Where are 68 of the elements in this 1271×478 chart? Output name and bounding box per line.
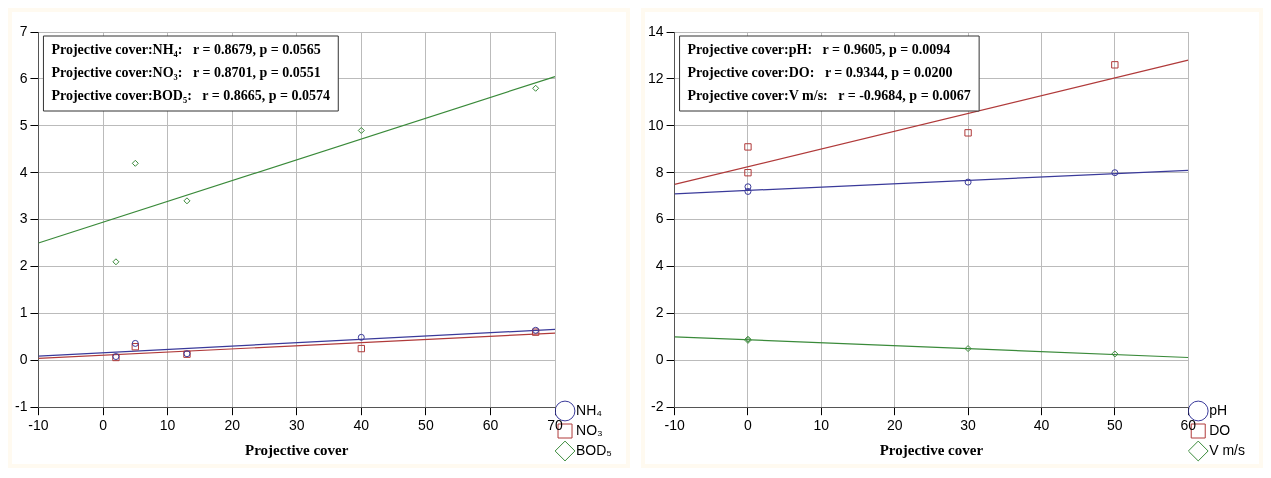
y-tick-label: 12: [647, 69, 664, 86]
y-tick-label: 1: [19, 304, 28, 321]
legend-label: pH: [1209, 401, 1228, 418]
point: [964, 178, 972, 186]
y-tick-label: 14: [647, 22, 664, 39]
legend-label: V m/s: [1209, 441, 1245, 458]
point: [183, 197, 191, 205]
y-tick-label: 3: [19, 210, 28, 227]
point: [112, 258, 120, 266]
y-tick-label: 6: [19, 69, 28, 86]
x-tick-label: 0: [99, 417, 108, 434]
legend-label: NH₄: [576, 401, 603, 418]
point: [1111, 350, 1119, 358]
point: [1111, 169, 1119, 177]
y-tick-label: 10: [647, 116, 664, 133]
y-tick-label: 4: [19, 163, 28, 180]
x-tick-label: 60: [1180, 417, 1197, 434]
y-tick-label: 5: [19, 116, 28, 133]
y-tick-label: 2: [655, 304, 664, 321]
y-tick-label: 0: [655, 351, 664, 368]
point: [1111, 61, 1119, 69]
x-tick-label: 10: [159, 417, 176, 434]
point: [964, 129, 972, 137]
y-tick-label: 4: [655, 257, 664, 274]
x-tick-label: 40: [353, 417, 370, 434]
x-axis-title: Projective cover: [245, 441, 349, 458]
point: [744, 169, 752, 177]
legend-label: DO: [1209, 421, 1231, 438]
x-tick-label: 60: [482, 417, 499, 434]
point: [131, 343, 139, 351]
x-tick-label: 20: [886, 417, 903, 434]
annotation: Projective cover:NH₄: r = 0.8679, p = 0.0565: [51, 42, 321, 58]
point: [131, 159, 139, 167]
x-tick-label: 10: [813, 417, 830, 434]
x-tick-label: -10: [28, 417, 49, 434]
y-tick-label: -2: [651, 398, 664, 415]
y-tick-label: 7: [19, 22, 28, 39]
y-tick-label: 8: [655, 163, 664, 180]
x-tick-label: 30: [960, 417, 977, 434]
legend-label: BOD₅: [576, 441, 613, 458]
annotation: Projective cover:V m/s: r = -0.9684, p = 0.0067: [687, 88, 971, 104]
point: [964, 345, 972, 353]
annotation: Projective cover:DO: r = 0.9344, p = 0.0200: [687, 65, 953, 81]
point: [744, 187, 752, 195]
point: [532, 84, 540, 92]
x-tick-label: 50: [1107, 417, 1123, 434]
annotation: Projective cover:BOD₅: r = 0.8665, p = 0.0574: [51, 88, 331, 104]
x-tick-label: 0: [744, 417, 753, 434]
x-tick-label: 40: [1033, 417, 1050, 434]
annotation: Projective cover:NO₃: r = 0.8701, p = 0.0551: [51, 65, 321, 81]
x-tick-label: 30: [288, 417, 305, 434]
x-tick-label: 20: [224, 417, 241, 434]
y-tick-label: 0: [19, 351, 28, 368]
y-tick-label: -1: [15, 398, 28, 415]
y-tick-label: 2: [19, 257, 28, 274]
x-tick-label: -10: [664, 417, 685, 434]
point: [357, 344, 365, 353]
x-tick-label: 70: [547, 417, 564, 434]
x-axis-title: Projective cover: [879, 441, 984, 458]
x-tick-label: 50: [418, 417, 434, 434]
point: [357, 126, 365, 134]
y-tick-label: 6: [655, 210, 664, 227]
point: [131, 339, 139, 347]
annotation: Projective cover:pH: r = 0.9605, p = 0.0094: [687, 42, 951, 58]
point: [744, 183, 752, 191]
legend-label: NO₃: [576, 421, 603, 438]
point: [357, 333, 365, 341]
point: [744, 143, 752, 151]
